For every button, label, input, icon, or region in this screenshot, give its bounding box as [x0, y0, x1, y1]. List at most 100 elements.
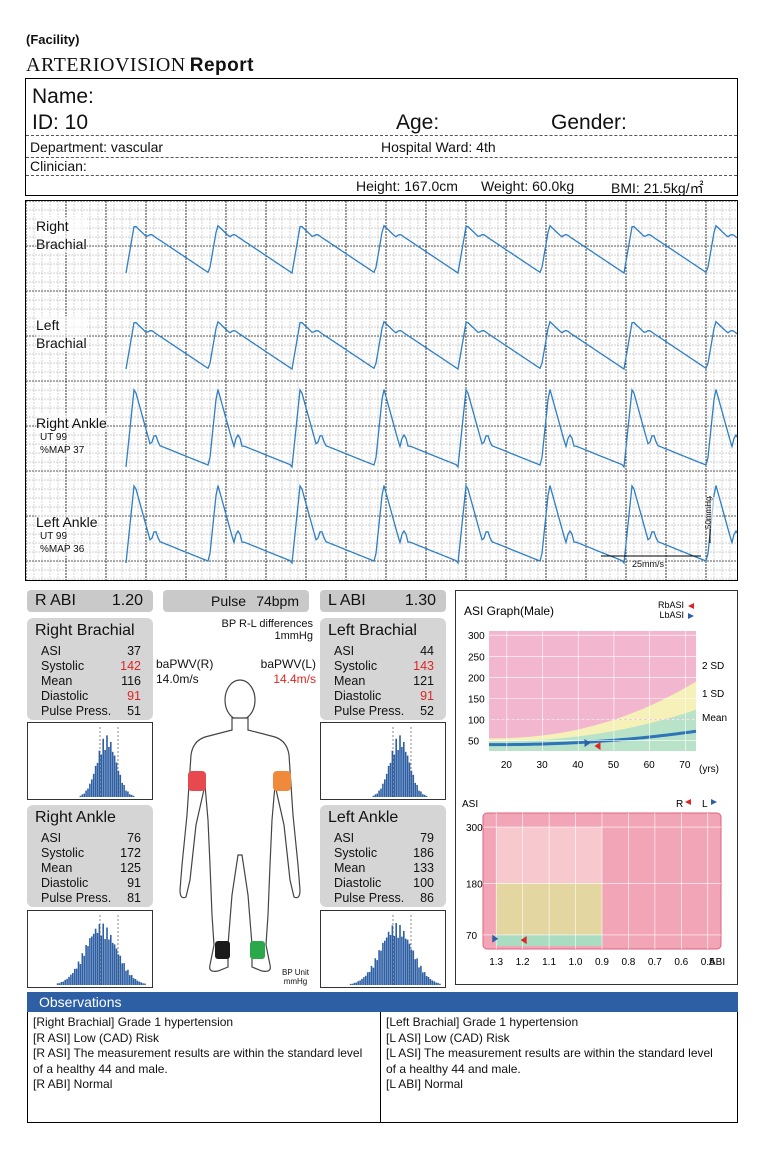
- histogram-bar: [420, 965, 422, 985]
- histogram-bar: [372, 795, 375, 797]
- legend-marker: [685, 799, 691, 805]
- panel-row: ASI 79: [334, 831, 434, 846]
- histogram-bar: [115, 762, 118, 797]
- bapwv-l-value: 14.4m/s: [273, 672, 316, 686]
- y-tick: 300: [468, 631, 485, 642]
- histogram-bar: [100, 754, 103, 797]
- histogram-bar: [110, 934, 112, 985]
- histogram-bar: [92, 933, 95, 985]
- abi-tick: 0.5: [701, 957, 715, 968]
- row-label: ASI: [41, 831, 62, 845]
- y-tick: 250: [468, 652, 485, 663]
- histogram-bar: [77, 961, 80, 985]
- histogram-bar: [372, 967, 375, 985]
- histogram-bar: [79, 964, 82, 985]
- row-label: Diastolic: [334, 689, 382, 703]
- asi-chart-box: ASI Graph(Male) 20 30 40 50 60 70 50 100 150 200 25…: [455, 590, 738, 985]
- row-value: 125: [120, 861, 141, 875]
- brand-name: ArterioVision: [26, 54, 186, 76]
- histogram-bar: [142, 983, 144, 985]
- patient-info-box: Name: ID: 10 Age: Gender: Department: va…: [25, 78, 738, 196]
- bp-diff-value: 1mmHg: [274, 630, 313, 642]
- histogram-bar: [393, 935, 396, 985]
- histogram-bar: [87, 788, 89, 797]
- histogram-bar: [81, 953, 84, 985]
- l-abi-label: L ABI: [328, 592, 366, 609]
- histogram-bar: [62, 981, 65, 985]
- histogram-bar: [399, 735, 401, 797]
- histogram-bar: [406, 755, 409, 797]
- asi-tick: 70: [466, 931, 478, 942]
- histogram-bar: [117, 770, 120, 797]
- row-value: 143: [413, 659, 434, 673]
- histogram-bar: [111, 942, 114, 985]
- pulse-value: 74bpm: [256, 593, 299, 609]
- histogram-bar: [401, 746, 403, 797]
- histogram-bar: [125, 790, 127, 797]
- histogram-bar: [385, 773, 388, 797]
- department-label: Department: vascular: [30, 139, 164, 155]
- histogram-bar: [385, 937, 388, 985]
- y-tick: 100: [468, 715, 485, 726]
- histogram-bar: [98, 750, 101, 797]
- row-value: 91: [420, 689, 434, 703]
- histogram-bar: [68, 976, 70, 985]
- histogram-bar: [376, 960, 378, 985]
- histogram-bar: [144, 983, 146, 985]
- left-ankle-ut: UT 99: [40, 531, 68, 543]
- panel-row: Diastolic 91: [334, 689, 434, 704]
- legend-marker: [688, 603, 694, 609]
- row-value: 44: [420, 644, 434, 658]
- histogram-bar: [380, 788, 382, 797]
- body-figure: [179, 679, 301, 972]
- observations-left: [Right Brachial] Grade 1 hypertension [R …: [33, 1015, 373, 1093]
- histogram-bar: [435, 982, 437, 985]
- pressure-scale-label: 50mmHg: [703, 496, 715, 529]
- histogram-bar: [439, 983, 441, 985]
- histogram-bar: [374, 958, 377, 985]
- histogram-bar: [75, 968, 78, 985]
- histogram-bar: [60, 981, 63, 985]
- histogram-bar: [420, 791, 422, 797]
- panel-row: Diastolic 91: [41, 689, 141, 704]
- histogram-bar: [96, 932, 99, 985]
- divider: [380, 1012, 381, 1122]
- panel-row: Diastolic 91: [41, 876, 141, 891]
- histogram-bar: [368, 971, 371, 985]
- histogram-bar: [391, 925, 394, 985]
- histogram-bar: [111, 751, 114, 797]
- right-ankle-label: Right Ankle: [36, 414, 107, 432]
- histogram-bar: [410, 949, 413, 985]
- panel-title: Right Brachial: [35, 622, 135, 639]
- histogram-bar: [374, 794, 377, 797]
- histogram-bar: [132, 795, 135, 797]
- height-label: Height: 167.0cm: [356, 178, 458, 194]
- mean-line: [488, 729, 697, 747]
- abi-point: [520, 936, 527, 945]
- histogram-bar: [365, 975, 367, 985]
- y-tick: 150: [468, 694, 485, 705]
- histogram-bar: [136, 980, 139, 985]
- id-label: ID: 10: [32, 111, 89, 134]
- histogram-bar: [85, 944, 87, 985]
- observation-line: [R ABI] Normal: [33, 1077, 113, 1091]
- histogram-bar: [395, 738, 397, 797]
- panel-row: Mean 125: [41, 861, 141, 876]
- l-abi-bar: L ABI 1.30: [320, 590, 446, 612]
- observation-line: [L ABI] Normal: [386, 1077, 463, 1091]
- left-arm-cuff: [273, 771, 291, 791]
- row-label: Mean: [41, 861, 73, 875]
- observation-line: [Left Brachial] Grade 1 hypertension: [386, 1015, 579, 1029]
- left-brachial-label: Left Brachial: [36, 316, 87, 352]
- histogram-bar: [104, 939, 106, 985]
- panel-row: ASI 44: [334, 644, 434, 659]
- histogram-bar: [121, 963, 123, 985]
- histogram-bar: [92, 773, 95, 797]
- row-value: 172: [120, 846, 141, 860]
- panel-row: Pulse Press. 52: [334, 704, 434, 719]
- histogram-bar: [140, 982, 142, 985]
- histogram-bar: [72, 973, 74, 985]
- panel-row: Mean 121: [334, 674, 434, 689]
- histogram-bar: [73, 968, 76, 985]
- histogram-bar: [408, 762, 411, 797]
